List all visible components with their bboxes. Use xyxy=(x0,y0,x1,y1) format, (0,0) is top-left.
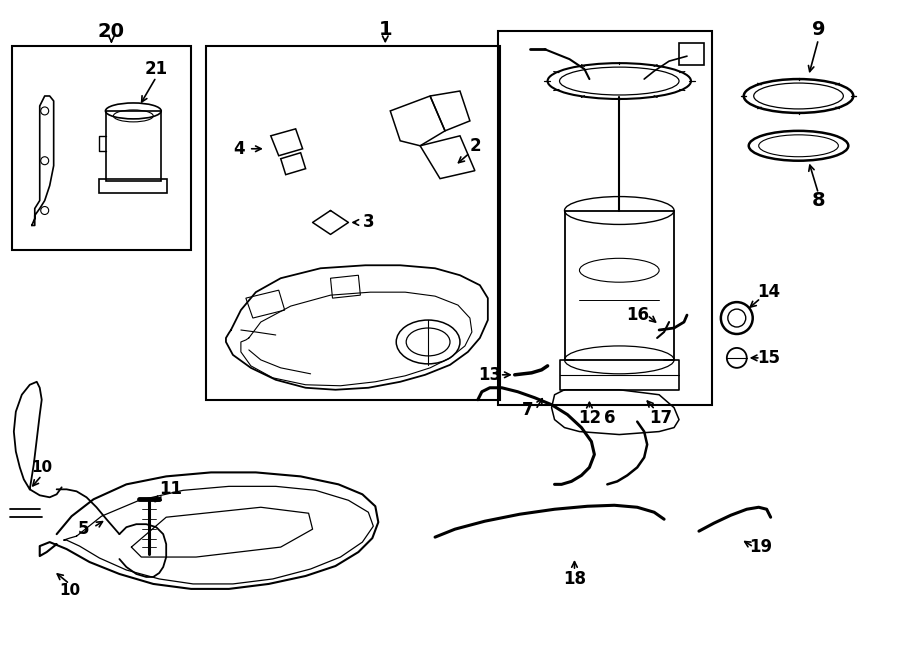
Bar xyxy=(106,111,161,180)
Text: 4: 4 xyxy=(233,139,245,158)
Text: 5: 5 xyxy=(77,520,89,538)
Text: 20: 20 xyxy=(98,22,125,41)
Text: 10: 10 xyxy=(59,584,80,598)
Bar xyxy=(498,31,712,405)
Text: 12: 12 xyxy=(578,408,601,426)
Bar xyxy=(564,210,674,360)
Text: 14: 14 xyxy=(757,283,780,301)
Text: 16: 16 xyxy=(626,306,649,324)
Text: 15: 15 xyxy=(757,349,780,367)
Bar xyxy=(206,46,500,400)
Text: 2: 2 xyxy=(470,137,482,155)
Text: 8: 8 xyxy=(812,191,825,210)
Text: 1: 1 xyxy=(379,20,392,39)
Text: 18: 18 xyxy=(563,570,586,588)
Text: 21: 21 xyxy=(145,60,167,78)
Bar xyxy=(12,46,191,251)
Bar xyxy=(100,178,167,192)
Text: 19: 19 xyxy=(749,538,772,556)
Text: 13: 13 xyxy=(478,366,501,384)
Text: 9: 9 xyxy=(812,20,825,39)
Bar xyxy=(679,43,704,65)
Text: 10: 10 xyxy=(32,460,52,475)
Text: 11: 11 xyxy=(159,481,183,498)
Text: 3: 3 xyxy=(363,214,374,231)
Text: 17: 17 xyxy=(650,408,672,426)
Text: 7: 7 xyxy=(522,401,534,418)
Text: 6: 6 xyxy=(604,408,615,426)
